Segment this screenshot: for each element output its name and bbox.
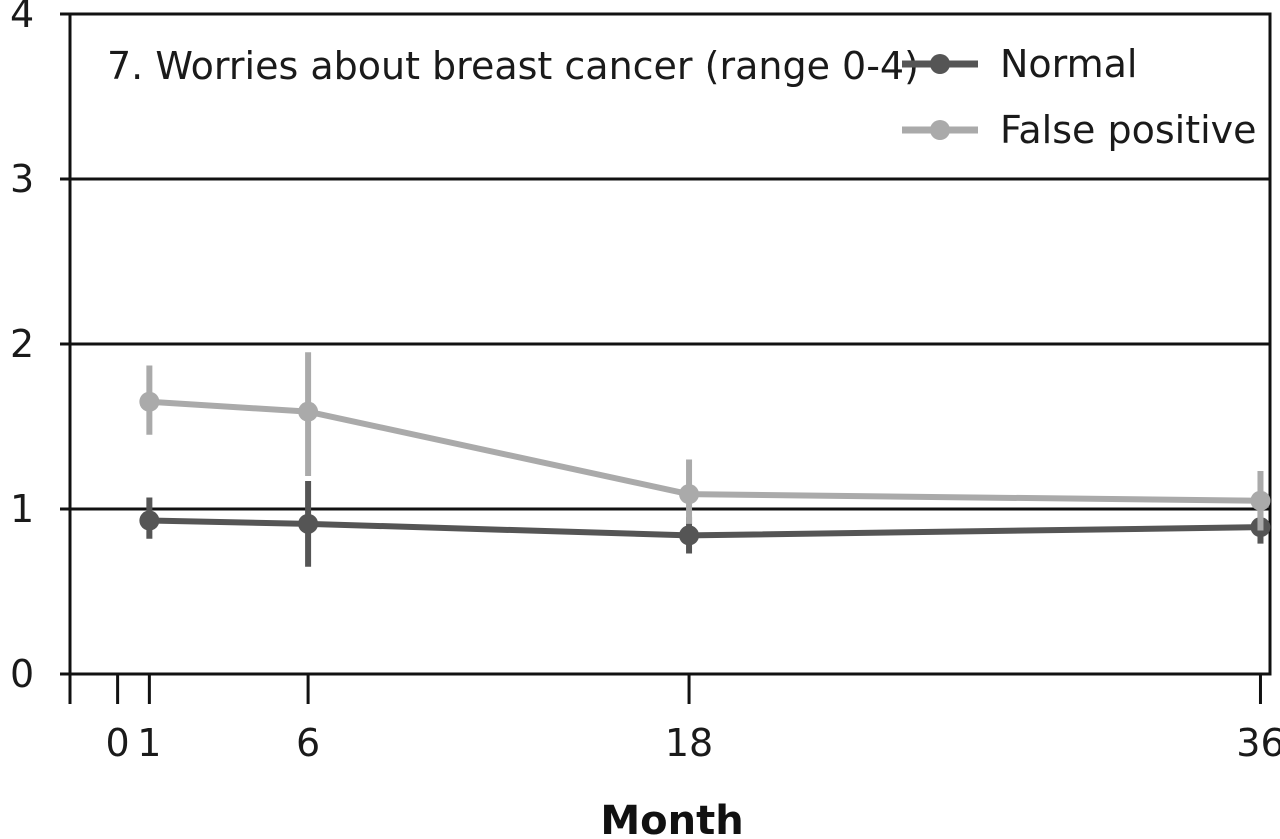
y-tick-label: 0 xyxy=(10,652,34,696)
y-tick-label: 1 xyxy=(10,487,34,531)
x-tick-labels: 0 1 6 18 36 xyxy=(106,721,1280,765)
x-tick-label: 36 xyxy=(1236,721,1280,765)
x-tick-label: 0 xyxy=(106,721,130,765)
legend: Normal False positive xyxy=(902,42,1257,152)
y-tick-labels: 0 1 2 3 4 xyxy=(10,0,34,696)
grid-lines xyxy=(70,177,1270,511)
y-tick-label: 3 xyxy=(10,157,34,201)
x-tick-label: 6 xyxy=(296,721,320,765)
series xyxy=(139,352,1271,567)
series-line xyxy=(149,398,1261,504)
data-point xyxy=(1250,490,1271,511)
series-0 xyxy=(139,480,1271,567)
legend-label: False positive xyxy=(1000,108,1257,152)
legend-swatch-marker xyxy=(930,120,950,140)
data-point xyxy=(298,401,319,422)
data-point xyxy=(139,391,160,412)
x-axis-label: Month xyxy=(600,798,743,839)
series-1 xyxy=(139,352,1271,531)
x-tick-label: 1 xyxy=(137,721,161,765)
data-point xyxy=(139,510,160,531)
x-tick-label: 18 xyxy=(665,721,713,765)
y-tick-label: 4 xyxy=(10,0,34,36)
axes xyxy=(60,12,1272,704)
series-line xyxy=(149,517,1261,539)
y-tick-label: 2 xyxy=(10,322,34,366)
legend-label: Normal xyxy=(1000,42,1138,86)
data-point xyxy=(679,484,700,505)
legend-swatch-marker xyxy=(930,54,950,74)
chart-title: 7. Worries about breast cancer (range 0-… xyxy=(107,44,919,88)
data-point xyxy=(298,513,319,534)
data-point xyxy=(679,525,700,546)
